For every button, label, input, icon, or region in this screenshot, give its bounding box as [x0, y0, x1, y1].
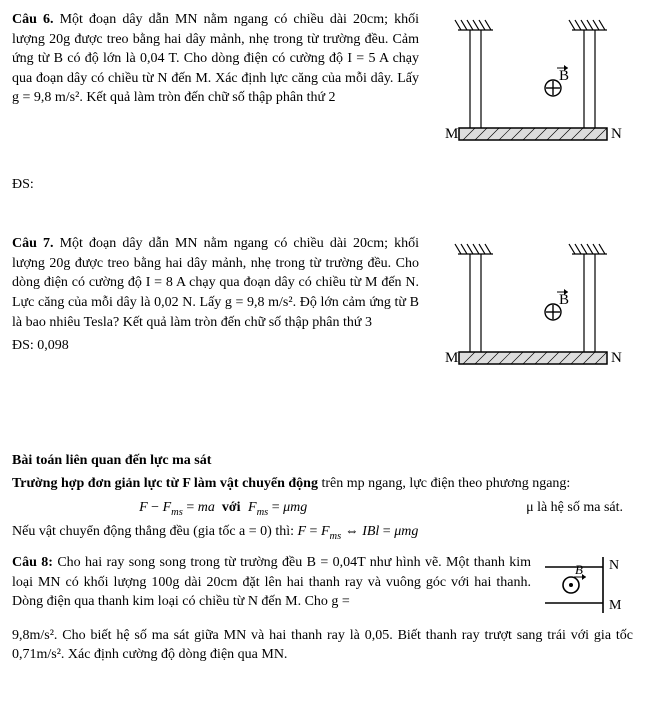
n-label: N [611, 126, 622, 142]
question-8-text: Câu 8: Cho hai ray song song trong từ tr… [12, 553, 531, 612]
question-6-text: Câu 6. Một đoạn dây dẫn MN nằm ngang có … [12, 10, 419, 108]
svg-text:N: N [611, 350, 622, 366]
svg-text:B: B [575, 562, 583, 577]
question-8: Câu 8: Cho hai ray song song trong từ tr… [12, 553, 633, 624]
question-7: Câu 7. Một đoạn dây dẫn MN nằm ngang có … [12, 234, 633, 391]
question-8-figure: B N M [541, 553, 633, 624]
friction-line1: Trường hợp đơn giản lực từ F làm vật chu… [12, 474, 633, 494]
svg-text:M: M [445, 350, 458, 366]
friction-formula-1: F − Fms = ma với Fms = μmg μ là hệ số ma… [12, 498, 633, 518]
m-label: M [445, 126, 458, 142]
svg-text:M: M [609, 598, 622, 613]
question-7-label: Câu 7. [12, 236, 54, 251]
friction-line2: Nếu vật chuyển động thẳng đều (gia tốc a… [12, 522, 633, 542]
question-8-body-b: 9,8m/s². Cho biết hệ số ma sát giữa MN v… [12, 626, 633, 665]
question-6-ds: ĐS: [12, 175, 633, 195]
question-6-figure: B M N [433, 10, 633, 167]
question-7-ds: ĐS: 0,098 [12, 338, 69, 353]
question-6-body: Một đoạn dây dẫn MN nằm ngang có chiều d… [12, 12, 419, 105]
question-6: Câu 6. Một đoạn dây dẫn MN nằm ngang có … [12, 10, 633, 167]
question-8-label: Câu 8: [12, 555, 53, 570]
b-label: B [559, 68, 569, 84]
question-8-body-a: Cho hai ray song song trong từ trường đề… [12, 555, 531, 609]
question-7-figure: B M N [433, 234, 633, 391]
friction-title: Bài toán liên quan đến lực ma sát [12, 451, 633, 471]
svg-text:N: N [609, 558, 619, 573]
question-6-label: Câu 6. [12, 12, 54, 27]
question-7-body: Một đoạn dây dẫn MN nằm ngang có chiều d… [12, 236, 419, 329]
question-7-text: Câu 7. Một đoạn dây dẫn MN nằm ngang có … [12, 234, 419, 356]
svg-text:B: B [559, 292, 569, 308]
